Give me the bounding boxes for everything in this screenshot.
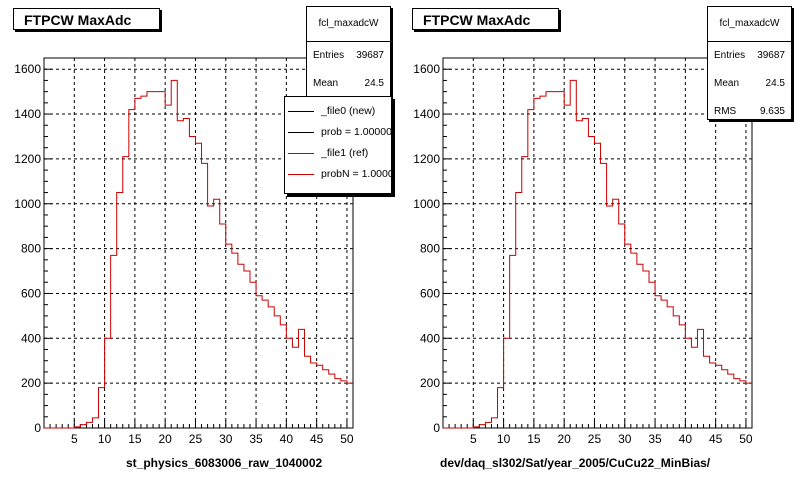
right-plot-area: [443, 58, 752, 428]
right-x-axis-label-text: dev/daq_sl302/Sat/year_2005/CuCu22_MinBi…: [440, 456, 711, 470]
left-x-tick-label-30: 30: [219, 432, 233, 446]
right-stats-mean-label: Mean: [714, 78, 740, 89]
right-y-tick-label-800: 800: [420, 242, 440, 256]
legend-entry-file1: _file1 (ref): [285, 143, 391, 164]
right-stats-rms-label: RMS: [714, 106, 737, 117]
legend-entry-probn: probN = 1.000000: [285, 164, 391, 185]
left-plot-frame: [43, 57, 354, 429]
left-title: FTPCW MaxAdc: [13, 8, 160, 30]
right-x-tick-label-15: 15: [527, 432, 541, 446]
right-stats-rms-row: RMS 9.635: [708, 98, 791, 126]
legend-label-file0: _file0 (new): [321, 105, 376, 117]
right-stats-mean-row: Mean 24.5: [708, 70, 791, 98]
legend-entry-file0: _file0 (new): [285, 101, 391, 122]
legend-label-file1: _file1 (ref): [321, 147, 369, 159]
right-plot-frame: [442, 57, 753, 429]
left-stats-entries-value: 39687: [356, 50, 384, 61]
left-stats-mean-value: 24.5: [364, 78, 384, 89]
left-series-0-histogram-line: [44, 79, 353, 429]
right-title: FTPCW MaxAdc: [412, 8, 559, 30]
left-x-tick-label-20: 20: [158, 432, 172, 446]
left-stats-name: fcl_maxadcW: [307, 7, 390, 42]
left-x-tick-label-35: 35: [249, 432, 263, 446]
left-stats-mean-label: Mean: [313, 78, 339, 89]
right-y-tick-label-1200: 1200: [413, 152, 440, 166]
right-stats-name: fcl_maxadcW: [708, 7, 791, 42]
legend-swatch-file0: [288, 111, 314, 112]
left-stats-entries-row: Entries 39687: [307, 42, 390, 70]
left-y-tick-label-1600: 1600: [14, 62, 41, 76]
right-stats-rms-value: 9.635: [759, 106, 785, 117]
right-stats-entries-row: Entries 39687: [708, 42, 791, 70]
right-stats-entries-label: Entries: [714, 50, 746, 61]
right-x-tick-label-5: 5: [470, 432, 477, 446]
left-y-tick-label-200: 200: [21, 376, 41, 390]
right-x-tick-label-25: 25: [588, 432, 602, 446]
legend-label-prob: prob = 1.000000: [321, 126, 392, 138]
left-legend: _file0 (new) prob = 1.000000 _file1 (ref…: [284, 96, 392, 194]
right-y-tick-label-1400: 1400: [413, 107, 440, 121]
legend-label-probn: probN = 1.000000: [321, 168, 391, 180]
left-x-tick-label-15: 15: [128, 432, 142, 446]
right-x-tick-label-50: 50: [739, 432, 753, 446]
right-title-text: FTPCW MaxAdc: [423, 12, 531, 28]
left-y-tick-label-1000: 1000: [14, 197, 41, 211]
right-x-axis-label: dev/daq_sl302/Sat/year_2005/CuCu22_MinBi…: [440, 456, 710, 470]
left-x-tick-label-45: 45: [310, 432, 324, 446]
right-histogram-plot: 5 10 15 20 25 30 35 40 45 50 0 200 400 600 800 1000 1200…: [413, 57, 753, 446]
right-stats-box: fcl_maxadcW Entries 39687 Mean 24.5 RMS …: [707, 6, 792, 120]
left-y-tick-label-800: 800: [21, 242, 41, 256]
right-x-tick-label-30: 30: [618, 432, 632, 446]
right-x-tick-label-45: 45: [709, 432, 723, 446]
legend-swatch-prob: [288, 132, 314, 133]
right-y-tick-label-200: 200: [420, 376, 440, 390]
left-y-tick-label-1200: 1200: [14, 152, 41, 166]
right-y-tick-label-400: 400: [420, 331, 440, 345]
left-stats-entries-label: Entries: [313, 50, 345, 61]
legend-swatch-probn: [288, 174, 314, 175]
left-stats-box: fcl_maxadcW Entries 39687 Mean 24.5: [306, 6, 391, 102]
right-y-tick-label-1600: 1600: [413, 62, 440, 76]
right-stats-mean-value: 24.5: [765, 78, 785, 89]
left-x-axis-label-text: st_physics_6083006_raw_1040002: [126, 456, 323, 470]
right-series-0-histogram-line: [443, 79, 752, 429]
legend-entry-prob: prob = 1.000000: [285, 122, 391, 143]
right-x-tick-label-35: 35: [648, 432, 662, 446]
left-x-tick-label-40: 40: [280, 432, 294, 446]
left-x-tick-label-50: 50: [340, 432, 354, 446]
left-x-tick-label-10: 10: [98, 432, 112, 446]
right-y-tick-label-0: 0: [433, 421, 440, 435]
legend-swatch-file1: [288, 153, 314, 154]
left-y-tick-label-0: 0: [34, 421, 41, 435]
left-x-axis-label: st_physics_6083006_raw_1040002: [126, 456, 322, 470]
right-y-tick-label-1000: 1000: [413, 197, 440, 211]
right-x-tick-label-10: 10: [497, 432, 511, 446]
right-y-tick-label-600: 600: [420, 286, 440, 300]
left-x-tick-label-5: 5: [71, 432, 78, 446]
left-title-text: FTPCW MaxAdc: [24, 12, 132, 28]
left-stats-mean-row: Mean 24.5: [307, 70, 390, 98]
left-y-tick-label-400: 400: [21, 331, 41, 345]
right-stats-entries-value: 39687: [757, 50, 785, 61]
left-x-tick-label-25: 25: [189, 432, 203, 446]
left-y-tick-label-1400: 1400: [14, 107, 41, 121]
right-x-tick-label-20: 20: [557, 432, 571, 446]
left-y-tick-label-600: 600: [21, 286, 41, 300]
right-x-tick-label-40: 40: [679, 432, 693, 446]
